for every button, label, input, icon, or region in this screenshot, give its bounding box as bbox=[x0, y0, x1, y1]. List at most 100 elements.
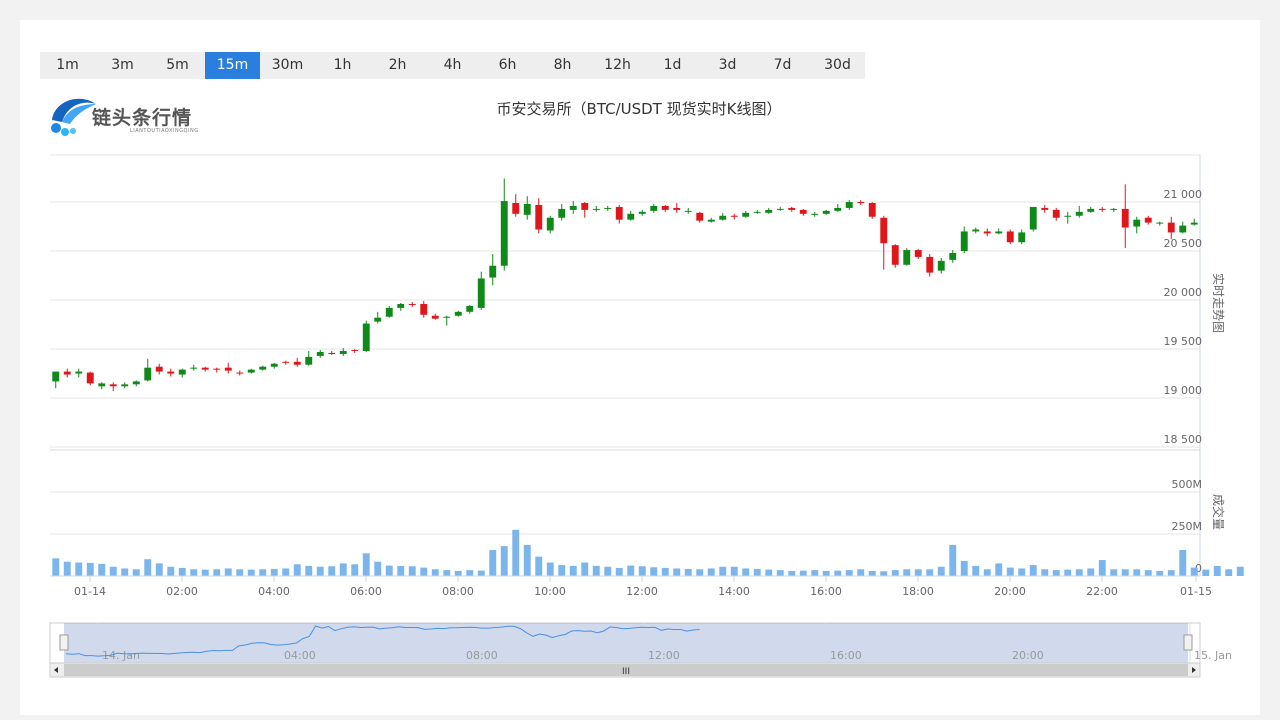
navigator-label: 04:00 bbox=[284, 649, 316, 662]
volume-bar bbox=[684, 568, 692, 576]
volume-bar bbox=[270, 568, 278, 576]
volume-bar bbox=[1133, 569, 1141, 576]
volume-bar bbox=[661, 567, 669, 576]
navigator: 14. Jan 04:00 08:00 12:00 16:00 20:00 15. Jan I… bbox=[49, 622, 1232, 678]
candle-down bbox=[1052, 209, 1060, 218]
candle-down bbox=[891, 245, 899, 265]
volume-bar bbox=[397, 565, 405, 576]
candle-down bbox=[213, 368, 221, 370]
volume-bar bbox=[983, 569, 991, 576]
candle-up bbox=[259, 366, 267, 370]
candle-up bbox=[190, 367, 198, 369]
tab-30m[interactable]: 30m bbox=[271, 57, 304, 73]
volume-bar bbox=[1144, 570, 1152, 576]
tab-15m[interactable]: 15m bbox=[205, 52, 260, 79]
volume-bar bbox=[224, 568, 232, 576]
candle-down bbox=[63, 371, 71, 375]
volume-axis-title: 成交量 bbox=[1211, 494, 1226, 530]
tab-3m[interactable]: 3m bbox=[111, 57, 134, 73]
candle-down bbox=[282, 361, 290, 363]
volume-bar bbox=[454, 570, 462, 576]
candle-down bbox=[914, 250, 922, 257]
tab-8h[interactable]: 8h bbox=[553, 57, 572, 73]
y-tick-label: 20 000 bbox=[1164, 286, 1203, 299]
candle-up bbox=[121, 384, 129, 387]
candle-up bbox=[995, 231, 1003, 234]
candle-down bbox=[1144, 217, 1152, 223]
volume-bar bbox=[1029, 565, 1037, 576]
volume-bar bbox=[1179, 549, 1187, 576]
tab-1m[interactable]: 1m bbox=[56, 57, 79, 73]
tab-3d[interactable]: 3d bbox=[718, 57, 737, 73]
volume-bar bbox=[834, 570, 842, 576]
candle-down bbox=[86, 372, 94, 384]
volume-bar bbox=[362, 553, 370, 576]
candle-up bbox=[1179, 225, 1187, 233]
tab-1d[interactable]: 1d bbox=[663, 57, 682, 73]
candle-down bbox=[696, 212, 704, 221]
volume-bar bbox=[845, 570, 853, 576]
tab-12h[interactable]: 12h bbox=[604, 57, 631, 73]
volume-bar bbox=[1110, 569, 1118, 576]
volume-bar bbox=[1156, 570, 1164, 576]
candle-down bbox=[581, 203, 589, 210]
volume-bar bbox=[167, 566, 175, 576]
volume-bar bbox=[201, 569, 209, 576]
interval-tabs: 1m 3m 5m 15m 30m 1h 2h 4h 6h 8h 12h 1d 3d 7d 30d bbox=[40, 52, 865, 79]
candle-up bbox=[270, 363, 278, 367]
tab-7d[interactable]: 7d bbox=[773, 57, 792, 73]
x-tick-label: 08:00 bbox=[442, 585, 474, 598]
volume-bar bbox=[52, 558, 60, 576]
volume-bar bbox=[742, 568, 750, 576]
candle-up bbox=[569, 205, 577, 210]
volume-bar bbox=[765, 569, 773, 576]
candle-up bbox=[523, 204, 531, 215]
candle-down bbox=[351, 350, 359, 352]
tab-5m[interactable]: 5m bbox=[166, 57, 189, 73]
volume-bar bbox=[937, 566, 945, 576]
candle-down bbox=[201, 367, 209, 370]
volume-bar bbox=[1052, 570, 1060, 576]
candle-up bbox=[132, 381, 140, 385]
volume-bar bbox=[788, 570, 796, 576]
volume-bar bbox=[799, 570, 807, 576]
volume-bar bbox=[949, 544, 957, 576]
candle-down bbox=[983, 231, 991, 234]
volume-bar bbox=[339, 563, 347, 576]
scroll-right-arrow-icon[interactable] bbox=[1192, 667, 1196, 673]
volume-bar bbox=[569, 565, 577, 576]
volume-bar bbox=[1167, 570, 1175, 576]
candle-up bbox=[592, 208, 600, 210]
candle-up bbox=[707, 219, 715, 222]
candle-up bbox=[650, 205, 658, 211]
candle-up bbox=[972, 229, 980, 232]
volume-bar bbox=[753, 568, 761, 576]
tab-1h[interactable]: 1h bbox=[333, 57, 352, 73]
candle-up bbox=[98, 383, 106, 387]
candle-down bbox=[730, 215, 738, 217]
candle-up bbox=[834, 207, 842, 211]
tab-6h[interactable]: 6h bbox=[498, 57, 517, 73]
volume-bar bbox=[489, 549, 497, 576]
volume-bar bbox=[213, 569, 221, 576]
navigator-handle[interactable] bbox=[59, 634, 69, 651]
tab-30d[interactable]: 30d bbox=[824, 57, 851, 73]
candle-up bbox=[385, 307, 393, 317]
candle-down bbox=[236, 372, 244, 374]
x-tick-label: 01-14 bbox=[74, 585, 106, 598]
chart-card bbox=[20, 20, 1260, 715]
y-tick-label: 18 500 bbox=[1164, 433, 1203, 446]
tab-4h[interactable]: 4h bbox=[443, 57, 462, 73]
volume-bar bbox=[535, 556, 543, 576]
candle-up bbox=[546, 217, 554, 231]
scroll-left-arrow-icon[interactable] bbox=[54, 667, 58, 673]
price-axis-title: 实时走势图 bbox=[1211, 273, 1226, 333]
volume-bar bbox=[75, 562, 83, 576]
candle-up bbox=[489, 265, 497, 278]
candle-down bbox=[535, 204, 543, 230]
candle-up bbox=[1075, 211, 1083, 216]
navigator-scrollbar-thumb[interactable] bbox=[64, 664, 1188, 676]
navigator-handle[interactable] bbox=[1183, 634, 1193, 651]
tab-2h[interactable]: 2h bbox=[388, 57, 407, 73]
navigator-label: 16:00 bbox=[830, 649, 862, 662]
